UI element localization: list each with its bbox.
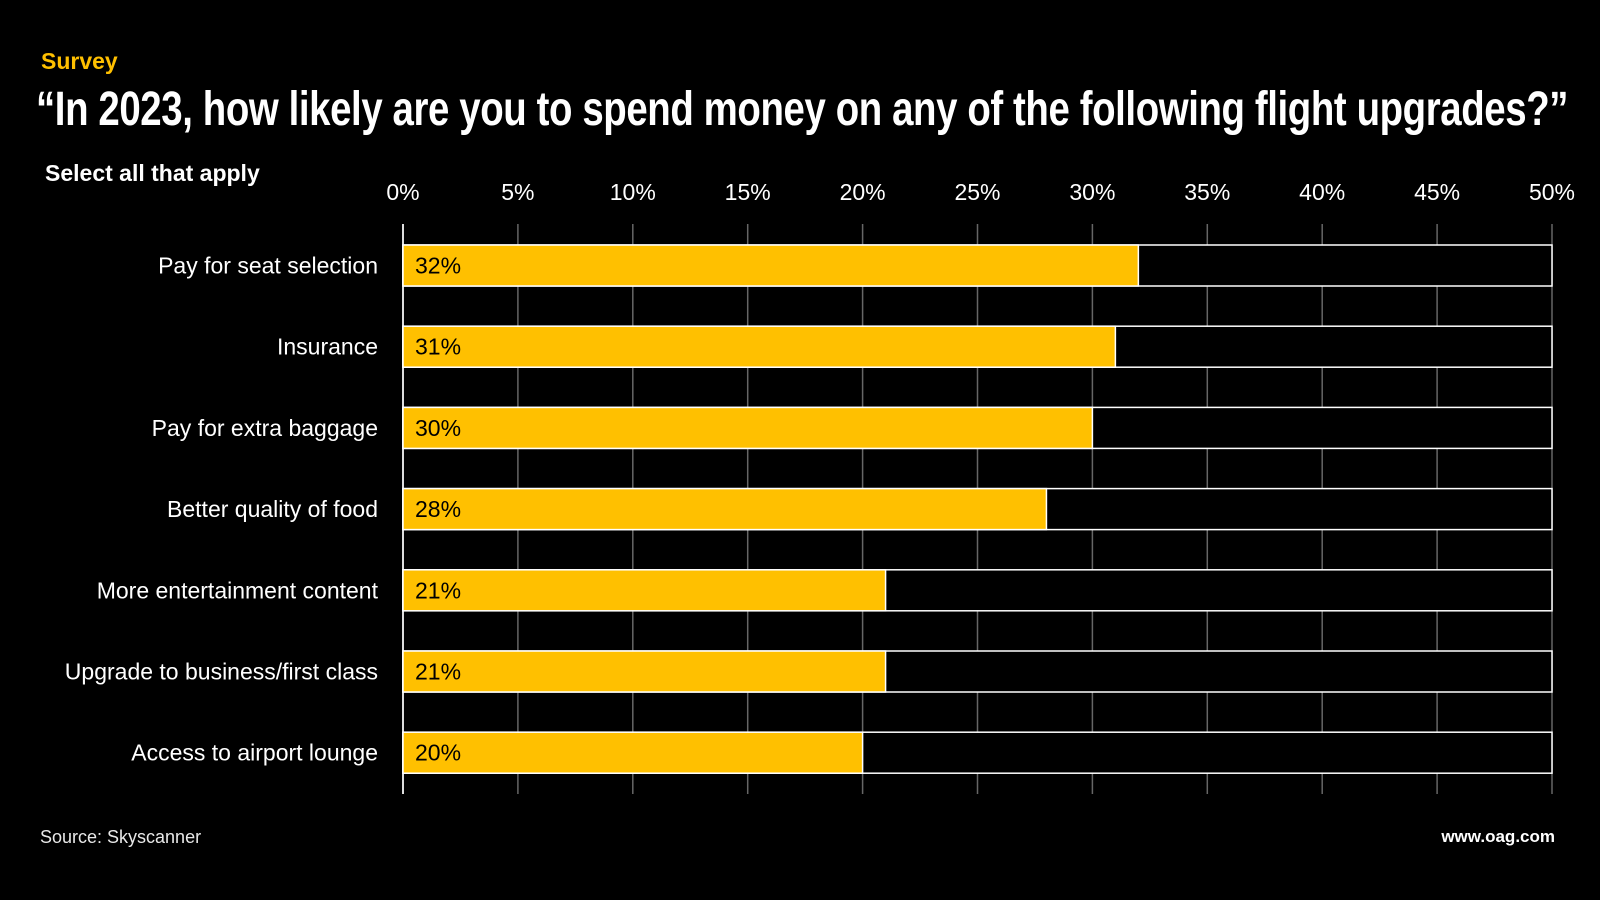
data-label: 30% xyxy=(415,415,461,441)
chart-title: “In 2023, how likely are you to spend mo… xyxy=(36,83,1569,136)
x-tick-label: 25% xyxy=(954,179,1000,205)
x-tick-label: 10% xyxy=(610,179,656,205)
bar xyxy=(402,244,1140,287)
source-note: Source: Skyscanner xyxy=(40,827,202,847)
category-label: Upgrade to business/first class xyxy=(65,659,378,685)
category-label: Access to airport lounge xyxy=(131,740,378,766)
x-tick-label: 45% xyxy=(1414,179,1460,205)
website-link[interactable]: www.oag.com xyxy=(1441,827,1555,846)
bar xyxy=(402,731,864,774)
x-tick-label: 0% xyxy=(386,179,419,205)
x-tick-label: 40% xyxy=(1299,179,1345,205)
bar xyxy=(402,650,887,693)
data-label: 21% xyxy=(415,577,461,603)
x-tick-label: 50% xyxy=(1529,179,1575,205)
data-label: 31% xyxy=(415,334,461,360)
bar xyxy=(402,569,887,612)
data-label: 21% xyxy=(415,659,461,685)
category-label: Better quality of food xyxy=(167,496,378,522)
category-label: Pay for seat selection xyxy=(158,253,378,279)
x-tick-label: 20% xyxy=(840,179,886,205)
data-label: 20% xyxy=(415,740,461,766)
x-tick-label: 5% xyxy=(501,179,534,205)
category-label: Pay for extra baggage xyxy=(152,415,378,441)
bar xyxy=(402,325,1117,368)
x-tick-label: 35% xyxy=(1184,179,1230,205)
data-label: 32% xyxy=(415,253,461,279)
bar xyxy=(402,406,1094,450)
chart-subtitle: Select all that apply xyxy=(45,160,260,186)
data-label: 28% xyxy=(415,496,461,522)
category-label: Insurance xyxy=(277,334,378,360)
bar xyxy=(402,487,1048,531)
category-label: More entertainment content xyxy=(97,577,379,603)
x-tick-label: 30% xyxy=(1069,179,1115,205)
x-tick-label: 15% xyxy=(725,179,771,205)
chart-kicker: Survey xyxy=(41,48,118,74)
